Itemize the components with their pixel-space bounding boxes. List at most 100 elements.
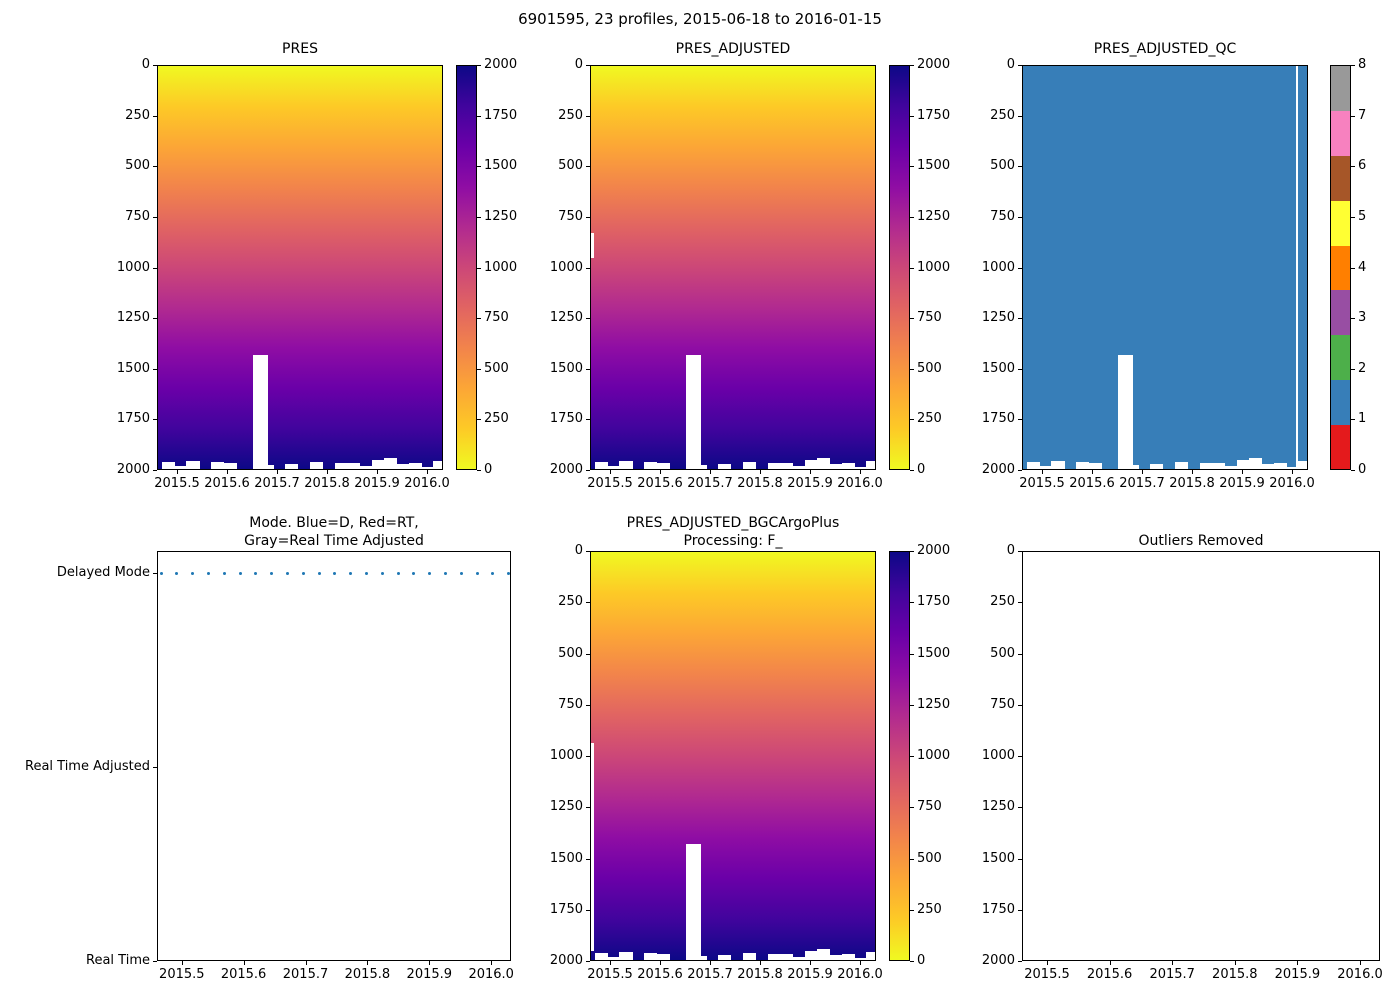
bottom-gap-notch: [594, 952, 608, 960]
colorbar-tick-label: 2000: [917, 543, 951, 558]
colorbar-tick-label: 750: [917, 310, 942, 326]
x-tick-mark: [1047, 961, 1048, 965]
y-tick-label: 1000: [981, 259, 1015, 275]
qc-colorbar-segment: [1331, 289, 1350, 336]
colorbar-tick-mark: [910, 470, 914, 471]
bottom-gap-notch: [1298, 460, 1307, 469]
left-edge-missing-sliver: [591, 232, 594, 258]
mode-title-line2: Gray=Real Time Adjusted: [244, 533, 424, 549]
y-tick-label: 1750: [981, 411, 1015, 427]
x-tick-label: 2016.0: [837, 967, 883, 982]
x-tick-label: 2015.8: [737, 476, 783, 491]
qc-colorbar-segment: [1331, 66, 1350, 112]
y-tick-label: 1250: [549, 799, 583, 815]
bottom-gap-notch: [804, 950, 818, 960]
qc-colorbar-tick-label: 4: [1358, 259, 1367, 275]
y-tick-label: 750: [990, 696, 1015, 712]
y-tick-mark: [153, 470, 157, 471]
bottom-gap-notch: [829, 464, 843, 469]
qc-colorbar-segment: [1331, 110, 1350, 157]
bottom-gap-notch: [309, 461, 324, 469]
colorbar-tick-label: 750: [917, 799, 942, 815]
missing-column: [253, 354, 269, 469]
colorbar-tick-mark: [477, 267, 481, 269]
bottom-gap-notch: [1211, 463, 1226, 469]
x-tick-mark: [1292, 470, 1293, 474]
profile-mode-dot: [175, 572, 179, 576]
y-tick-label: 0: [1006, 543, 1015, 558]
qc-colorbar-segment: [1331, 200, 1350, 246]
y-tick-mark: [586, 368, 590, 370]
x-tick-mark: [277, 470, 278, 474]
colorbar-tick-mark: [910, 807, 914, 809]
y-tick-mark: [1018, 318, 1022, 320]
y-tick-label: 0: [1006, 57, 1015, 72]
profile-mode-dot: [428, 572, 432, 576]
y-tick-mark: [586, 470, 590, 471]
y-tick-mark: [153, 419, 157, 421]
y-tick-label: 250: [558, 107, 583, 123]
x-tick-label: 2016.0: [404, 476, 450, 491]
profile-mode-dot: [270, 572, 274, 576]
x-tick-mark: [327, 470, 328, 474]
y-tick-label: 250: [990, 594, 1015, 610]
bottom-gap-notch: [718, 464, 732, 469]
x-tick-label: 2015.8: [737, 967, 783, 982]
bottom-gap-notch: [433, 460, 442, 469]
y-tick-mark: [586, 551, 590, 552]
x-tick-mark: [710, 961, 711, 965]
y-tick-label: 1250: [981, 799, 1015, 815]
y-tick-mark: [586, 961, 590, 962]
colorbar-tick-mark: [477, 115, 481, 117]
x-tick-mark: [660, 470, 661, 474]
x-tick-label: 2015.7: [254, 476, 300, 491]
y-tick-mark: [1018, 65, 1022, 66]
colorbar-tick-label: 500: [917, 850, 942, 866]
bottom-gap-notch: [829, 954, 843, 960]
outliers-title: Outliers Removed: [1138, 533, 1264, 549]
qc-colorbar-segment: [1331, 334, 1350, 380]
profile-mode-dot: [222, 572, 226, 576]
qc-colorbar-tick-label: 0: [1358, 462, 1367, 477]
x-tick-label: 2015.9: [406, 967, 453, 982]
y-tick-label: 1500: [116, 360, 150, 376]
y-tick-mark: [153, 368, 157, 370]
y-tick-label: 0: [574, 543, 583, 558]
x-tick-mark: [1360, 961, 1361, 965]
y-tick-mark: [1018, 470, 1022, 471]
profile-mode-dot: [285, 572, 289, 576]
y-tick-mark: [1018, 115, 1022, 117]
x-tick-label: 2015.6: [1086, 967, 1133, 982]
x-tick-label: 2015.5: [587, 967, 633, 982]
y-tick-label: 1250: [981, 310, 1015, 326]
qc-colorbar-tick-label: 5: [1358, 208, 1367, 224]
profile-mode-dot: [191, 572, 195, 576]
x-tick-mark: [1172, 961, 1174, 965]
bottom-gap-notch: [742, 461, 757, 469]
qc-colorbar-tick-mark: [1351, 267, 1355, 269]
qc-colorbar: [1330, 65, 1351, 470]
x-tick-mark: [710, 470, 711, 474]
colorbar-tick-mark: [910, 368, 914, 370]
x-tick-mark: [810, 961, 811, 965]
qc-colorbar-tick-mark: [1351, 470, 1355, 471]
colorbar-tick-mark: [910, 704, 914, 706]
bottom-gap-notch: [854, 467, 868, 469]
profile-mode-dot: [349, 572, 353, 576]
x-tick-mark: [367, 961, 369, 965]
profile-mode-dot: [475, 572, 479, 576]
qc-colorbar-tick-mark: [1351, 115, 1355, 117]
bottom-gap-notch: [334, 463, 348, 469]
bottom-gap-notch: [1249, 457, 1263, 469]
y-tick-label: 1500: [549, 850, 583, 866]
y-tick-mark: [1018, 166, 1022, 168]
missing-column: [1118, 354, 1134, 469]
x-tick-mark: [760, 470, 761, 474]
y-tick-mark: [586, 602, 590, 604]
y-tick-mark: [586, 115, 590, 117]
y-tick-mark: [1018, 909, 1022, 911]
bgc-title-line1: PRES_ADJUSTED_BGCArgoPlus: [626, 515, 840, 531]
colorbar-tick-label: 1500: [484, 158, 518, 174]
x-tick-mark: [760, 961, 761, 965]
colorbar-tick-label: 500: [917, 360, 942, 376]
